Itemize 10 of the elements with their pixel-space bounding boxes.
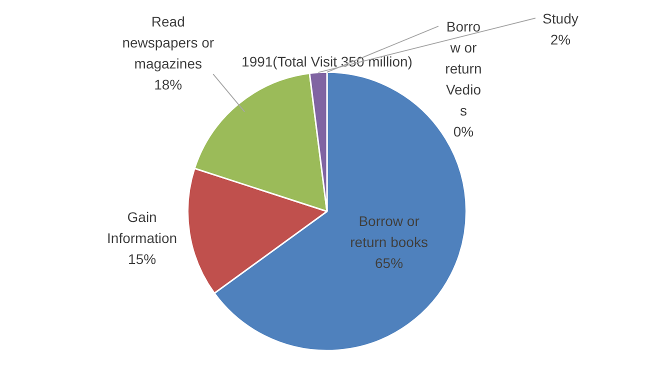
- data-label: 65%: [375, 254, 404, 271]
- category-label: Borrow or return Vedios: [445, 18, 482, 119]
- slice-label: Gain Information: [107, 208, 178, 246]
- data-label: 18%: [154, 76, 182, 92]
- data-label: 2%: [550, 32, 571, 48]
- slice-label: Borrow or return books: [350, 212, 428, 250]
- slice-label: Read newspapers or magazines: [122, 13, 214, 72]
- text: 0%: [453, 124, 474, 140]
- data-label: 15%: [128, 250, 156, 267]
- slice-label: Study: [542, 10, 578, 27]
